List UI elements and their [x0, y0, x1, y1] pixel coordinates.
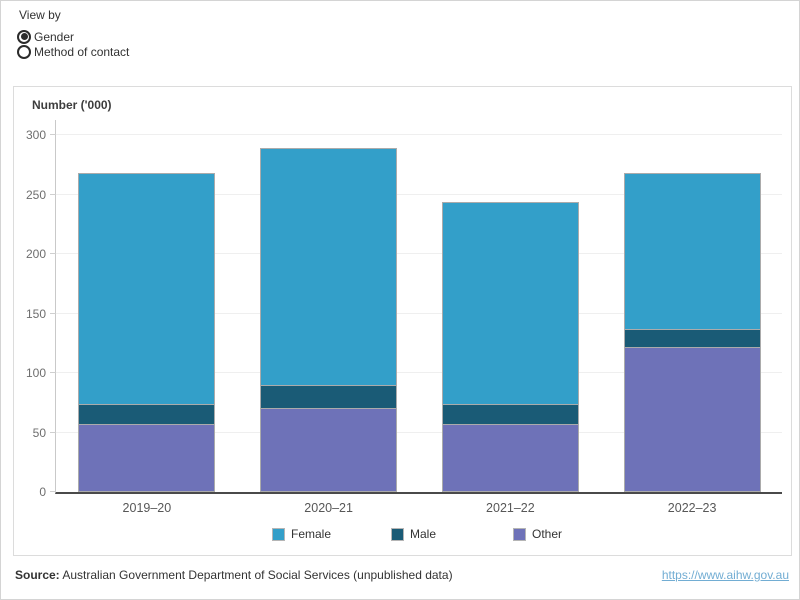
- bar-2020-21-segment-male[interactable]: [260, 384, 398, 409]
- aihw-link[interactable]: https://www.aihw.gov.au: [661, 568, 789, 582]
- legend: Female Male Other: [14, 527, 791, 543]
- legend-item-male[interactable]: Male: [391, 527, 436, 541]
- x-axis-tick-label-2020-21: 2020–21: [304, 501, 353, 515]
- bar-2022-23-segment-male[interactable]: [623, 328, 761, 348]
- bar-2021-22-segment-other[interactable]: [441, 424, 579, 492]
- gridline: [56, 134, 782, 135]
- bar-2021-22-segment-female[interactable]: [441, 202, 579, 405]
- chart-panel: Number ('000) 0 50 100 150 200 250 300 2019–20 2…: [13, 86, 792, 556]
- gridline: [56, 253, 782, 254]
- y-axis-tick: [50, 312, 56, 314]
- bar-2020-21-segment-other[interactable]: [260, 407, 398, 492]
- radio-unselected-icon: [17, 44, 31, 59]
- bar-2020-21[interactable]: [260, 147, 398, 492]
- legend-label-female: Female: [291, 527, 332, 541]
- footer: Source: Australian Government Department…: [1, 568, 799, 582]
- y-axis-tick-label: 100: [25, 366, 46, 380]
- y-axis-tick-label: 50: [32, 425, 46, 440]
- legend-label-other: Other: [532, 527, 563, 541]
- y-axis-tick: [50, 253, 56, 254]
- legend-item-female[interactable]: Female: [272, 527, 331, 541]
- y-axis-tick-label: 200: [25, 247, 46, 261]
- radio-dot: [20, 33, 28, 40]
- gridline: [56, 312, 782, 314]
- radio-dot: [21, 48, 28, 55]
- bar-2019-20[interactable]: [78, 172, 216, 492]
- bar-2022-23-segment-female[interactable]: [623, 172, 761, 330]
- view-by-title: View by: [19, 8, 61, 22]
- legend-swatch-female: [272, 527, 285, 541]
- view-by-controls: View by Gender Method of contact: [17, 8, 129, 59]
- x-axis-tick-label-2022-23: 2022–23: [667, 501, 717, 515]
- source-label: Source:: [15, 568, 60, 582]
- y-axis-tick: [50, 134, 56, 135]
- legend-label-male: Male: [410, 527, 437, 541]
- y-axis-tick: [50, 491, 56, 492]
- y-axis-tick: [50, 193, 56, 195]
- y-axis-tick: [50, 431, 56, 433]
- y-axis-tick-label: 0: [39, 485, 46, 499]
- bar-2019-20-segment-female[interactable]: [78, 172, 216, 405]
- bar-2022-23[interactable]: [623, 172, 761, 492]
- legend-swatch-male: [391, 527, 404, 541]
- source-text: Source: Australian Government Department…: [15, 568, 453, 582]
- bar-2022-23-segment-other[interactable]: [623, 346, 761, 492]
- bar-2020-21-segment-female[interactable]: [260, 147, 398, 386]
- radio-option-method-of-contact[interactable]: Method of contact: [17, 44, 129, 59]
- gridline: [56, 372, 782, 373]
- y-axis-tick-label: 250: [25, 187, 46, 202]
- chart-title: Number ('000): [32, 98, 112, 112]
- y-axis-tick-label: 300: [25, 128, 46, 142]
- bar-2019-20-segment-male[interactable]: [78, 403, 216, 426]
- y-axis-tick-label: 150: [25, 306, 46, 321]
- plot-area: 0 50 100 150 200 250 300 2019–20 2020–21 2021–22 2…: [26, 120, 782, 515]
- x-axis-tick-label-2019-20: 2019–20: [122, 501, 172, 515]
- gridline: [56, 193, 782, 195]
- y-axis-tick: [50, 372, 56, 373]
- radio-gender-label: Gender: [34, 29, 75, 44]
- gridline: [56, 431, 782, 433]
- bar-2021-22[interactable]: [441, 202, 579, 492]
- bar-2019-20-segment-other[interactable]: [78, 424, 216, 492]
- x-axis-tick-label-2021-22: 2021–22: [486, 501, 535, 515]
- radio-option-gender[interactable]: Gender: [17, 29, 129, 44]
- legend-item-other[interactable]: Other: [513, 527, 562, 541]
- radio-selected-icon: [17, 29, 31, 44]
- legend-swatch-other: [513, 527, 526, 541]
- radio-method-label: Method of contact: [34, 44, 130, 59]
- bar-2021-22-segment-male[interactable]: [441, 403, 579, 426]
- source-body: Australian Government Department of Soci…: [62, 568, 453, 582]
